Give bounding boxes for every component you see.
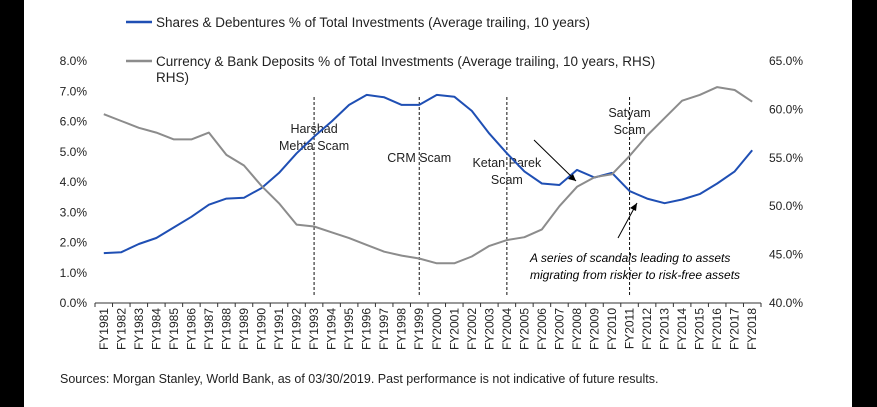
x-tick-label: FY1989 — [237, 308, 251, 350]
x-tick-label: FY2010 — [605, 308, 619, 350]
legend-label-shares: Shares & Debentures % of Total Investmen… — [156, 15, 590, 30]
y-left-tick-label: 1.0% — [60, 266, 88, 280]
legend-label-deposits-cont: RHS) — [156, 70, 189, 85]
y-left-tick-label: 2.0% — [60, 236, 88, 250]
x-tick-label: FY1988 — [219, 308, 233, 350]
series-line-deposits — [103, 86, 753, 265]
event-label: Ketan Parek — [472, 156, 542, 170]
y-right-tick-label: 45.0% — [769, 248, 803, 262]
annotation-arrow-upper — [533, 139, 577, 182]
x-tick-label: FY1992 — [290, 308, 304, 350]
y-right-tick-label: 60.0% — [769, 102, 803, 116]
x-tick-label: FY2012 — [640, 308, 654, 350]
x-tick-label: FY1982 — [114, 308, 128, 350]
y-right-tick-label: 65.0% — [769, 54, 803, 68]
x-tick-label: FY1981 — [97, 308, 111, 350]
annotation-arrowhead-upper — [568, 174, 576, 181]
x-tick-label: FY1993 — [307, 308, 321, 350]
x-tick-label: FY1995 — [342, 308, 356, 350]
legend: Shares & Debentures % of Total Investmen… — [126, 15, 655, 85]
series-group — [103, 86, 753, 265]
annotation-line-2: migrating from riskier to risk-free asse… — [530, 268, 740, 282]
series-line-shares — [103, 93, 753, 255]
x-tick-label: FY1984 — [149, 308, 163, 350]
x-tick-label: FY2004 — [500, 308, 514, 350]
annotation-arrowhead-lower — [630, 203, 637, 211]
event-label: Scam — [491, 173, 523, 187]
y-right-tick-label: 55.0% — [769, 151, 803, 165]
x-tick-label: FY2002 — [465, 308, 479, 350]
y-left-tick-label: 7.0% — [60, 84, 88, 98]
event-label: CRM Scam — [387, 151, 451, 165]
event-label: Satyam — [608, 106, 650, 120]
x-tick-label: FY1986 — [184, 308, 198, 350]
y-left-tick-label: 3.0% — [60, 205, 88, 219]
x-tick-label: FY2015 — [693, 308, 707, 350]
x-tick-label: FY1985 — [167, 308, 181, 350]
legend-label-deposits: Currency & Bank Deposits % of Total Inve… — [156, 54, 655, 69]
x-tick-label: FY1997 — [377, 308, 391, 350]
x-tick-label: FY2003 — [482, 308, 496, 350]
x-tick-label: FY1991 — [272, 308, 286, 350]
x-tick-label: FY2000 — [430, 308, 444, 350]
line-chart: Shares & Debentures % of Total Investmen… — [60, 15, 804, 350]
x-tick-label: FY1998 — [395, 308, 409, 350]
y-left-tick-label: 0.0% — [60, 296, 88, 310]
event-markers: Harshad Mehta Scam CRM Scam Ketan Parek Scam… — [279, 97, 651, 296]
y-left-tick-label: 4.0% — [60, 175, 88, 189]
y-left-tick-label: 6.0% — [60, 115, 88, 129]
x-tick-label: FY1999 — [412, 308, 426, 350]
x-tick-label: FY2011 — [623, 308, 637, 349]
axes: 0.0% 1.0% 2.0% 3.0% 4.0% 5.0% 6.0% 7.0% 8.0% 40.0… — [60, 54, 804, 350]
x-tick-label: FY2005 — [517, 308, 531, 350]
x-tick-label: FY2009 — [588, 308, 602, 350]
annotation: A series of scandals leading to assets m… — [529, 139, 740, 282]
x-tick-label: FY2007 — [552, 308, 566, 350]
x-tick-label: FY2014 — [675, 308, 689, 350]
x-tick-label: FY2006 — [535, 308, 549, 350]
x-tick-label: FY2001 — [447, 308, 461, 350]
event-label: Mehta Scam — [279, 139, 349, 153]
x-tick-label: FY1994 — [325, 308, 339, 350]
x-tick-label: FY2016 — [710, 308, 724, 350]
annotation-line-1: A series of scandals leading to assets — [529, 251, 730, 265]
x-tick-label: FY2018 — [745, 308, 759, 350]
event-label: Scam — [614, 123, 646, 137]
x-tick-label: FY2013 — [658, 308, 672, 350]
y-left-tick-label: 8.0% — [60, 54, 88, 68]
x-tick-label: FY1983 — [132, 308, 146, 350]
event-label: Harshad — [290, 122, 337, 136]
y-right-tick-label: 40.0% — [769, 296, 803, 310]
y-left-tick-label: 5.0% — [60, 145, 88, 159]
x-tick-label: FY1990 — [255, 308, 269, 350]
chart-panel: Shares & Debentures % of Total Investmen… — [24, 0, 852, 407]
x-tick-label: FY2008 — [570, 308, 584, 350]
x-tick-label: FY1996 — [360, 308, 374, 350]
x-tick-label: FY1987 — [202, 308, 216, 350]
x-tick-label: FY2017 — [728, 308, 742, 350]
source-note: Sources: Morgan Stanley, World Bank, as … — [60, 372, 659, 386]
y-right-tick-label: 50.0% — [769, 199, 803, 213]
